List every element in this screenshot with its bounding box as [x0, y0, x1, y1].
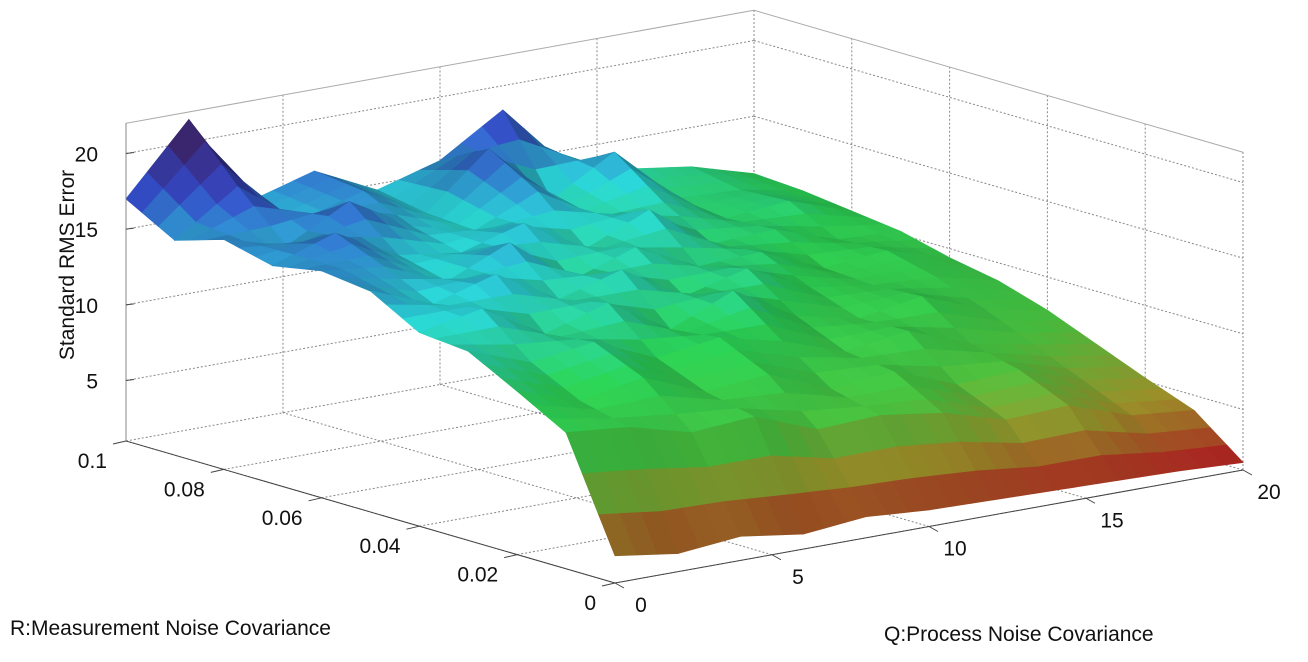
r-tick-mark — [406, 525, 420, 530]
back-wall-grid-line — [125, 40, 755, 155]
z-tick-label: 10 — [75, 295, 98, 318]
tick-labels: 0 5 10 15 20 0 0.02 0.04 0.06 0.08 0.1 5 10 15 20 — [75, 144, 1281, 617]
z-tick-label: 20 — [75, 144, 98, 167]
z-tick-mark — [125, 227, 135, 230]
z-tick-mark — [125, 152, 135, 155]
r-tick-mark — [210, 468, 224, 473]
q-tick-mark — [771, 554, 782, 561]
r-axis-line — [125, 440, 616, 584]
q-axis-label: Q:Process Noise Covariance — [884, 623, 1154, 646]
z-tick-label: 15 — [75, 219, 98, 242]
surface-patch — [598, 513, 637, 557]
q-tick-label: 20 — [1257, 481, 1280, 504]
q-tick-label: 5 — [792, 566, 804, 589]
r-tick-label: 0 — [584, 592, 596, 615]
q-tick-mark — [928, 526, 939, 532]
r-tick-label: 0.06 — [262, 507, 303, 530]
z-tick-mark — [125, 303, 135, 306]
r-axis-label: R:Measurement Noise Covariance — [10, 617, 331, 640]
r-tick-label: 0.1 — [78, 450, 107, 473]
box-edge — [125, 9, 755, 124]
z-axis-label: Standard RMS Error — [56, 169, 79, 361]
surface — [125, 109, 1244, 557]
side-wall-grid-line — [753, 40, 1244, 184]
z-tick-mark — [125, 378, 135, 381]
r-tick-label: 0.08 — [164, 478, 205, 501]
r-tick-label: 0.04 — [360, 535, 401, 558]
box-edge — [753, 9, 1244, 153]
z-tick-label: 5 — [86, 370, 98, 393]
q-tick-mark — [1242, 469, 1253, 476]
q-tick-label: 10 — [943, 538, 966, 561]
r-tick-mark — [601, 582, 616, 587]
q-tick-mark — [1085, 497, 1096, 504]
r-tick-mark — [308, 497, 322, 502]
r-tick-mark — [112, 440, 127, 445]
q-tick-label: 15 — [1100, 509, 1123, 532]
q-tick-mark — [614, 582, 625, 589]
r-tick-mark — [504, 554, 518, 559]
q-tick-label: 0 — [635, 594, 647, 617]
r-tick-label: 0.02 — [457, 564, 498, 587]
side-wall-grid-line — [753, 115, 1244, 259]
axes — [112, 123, 1253, 589]
